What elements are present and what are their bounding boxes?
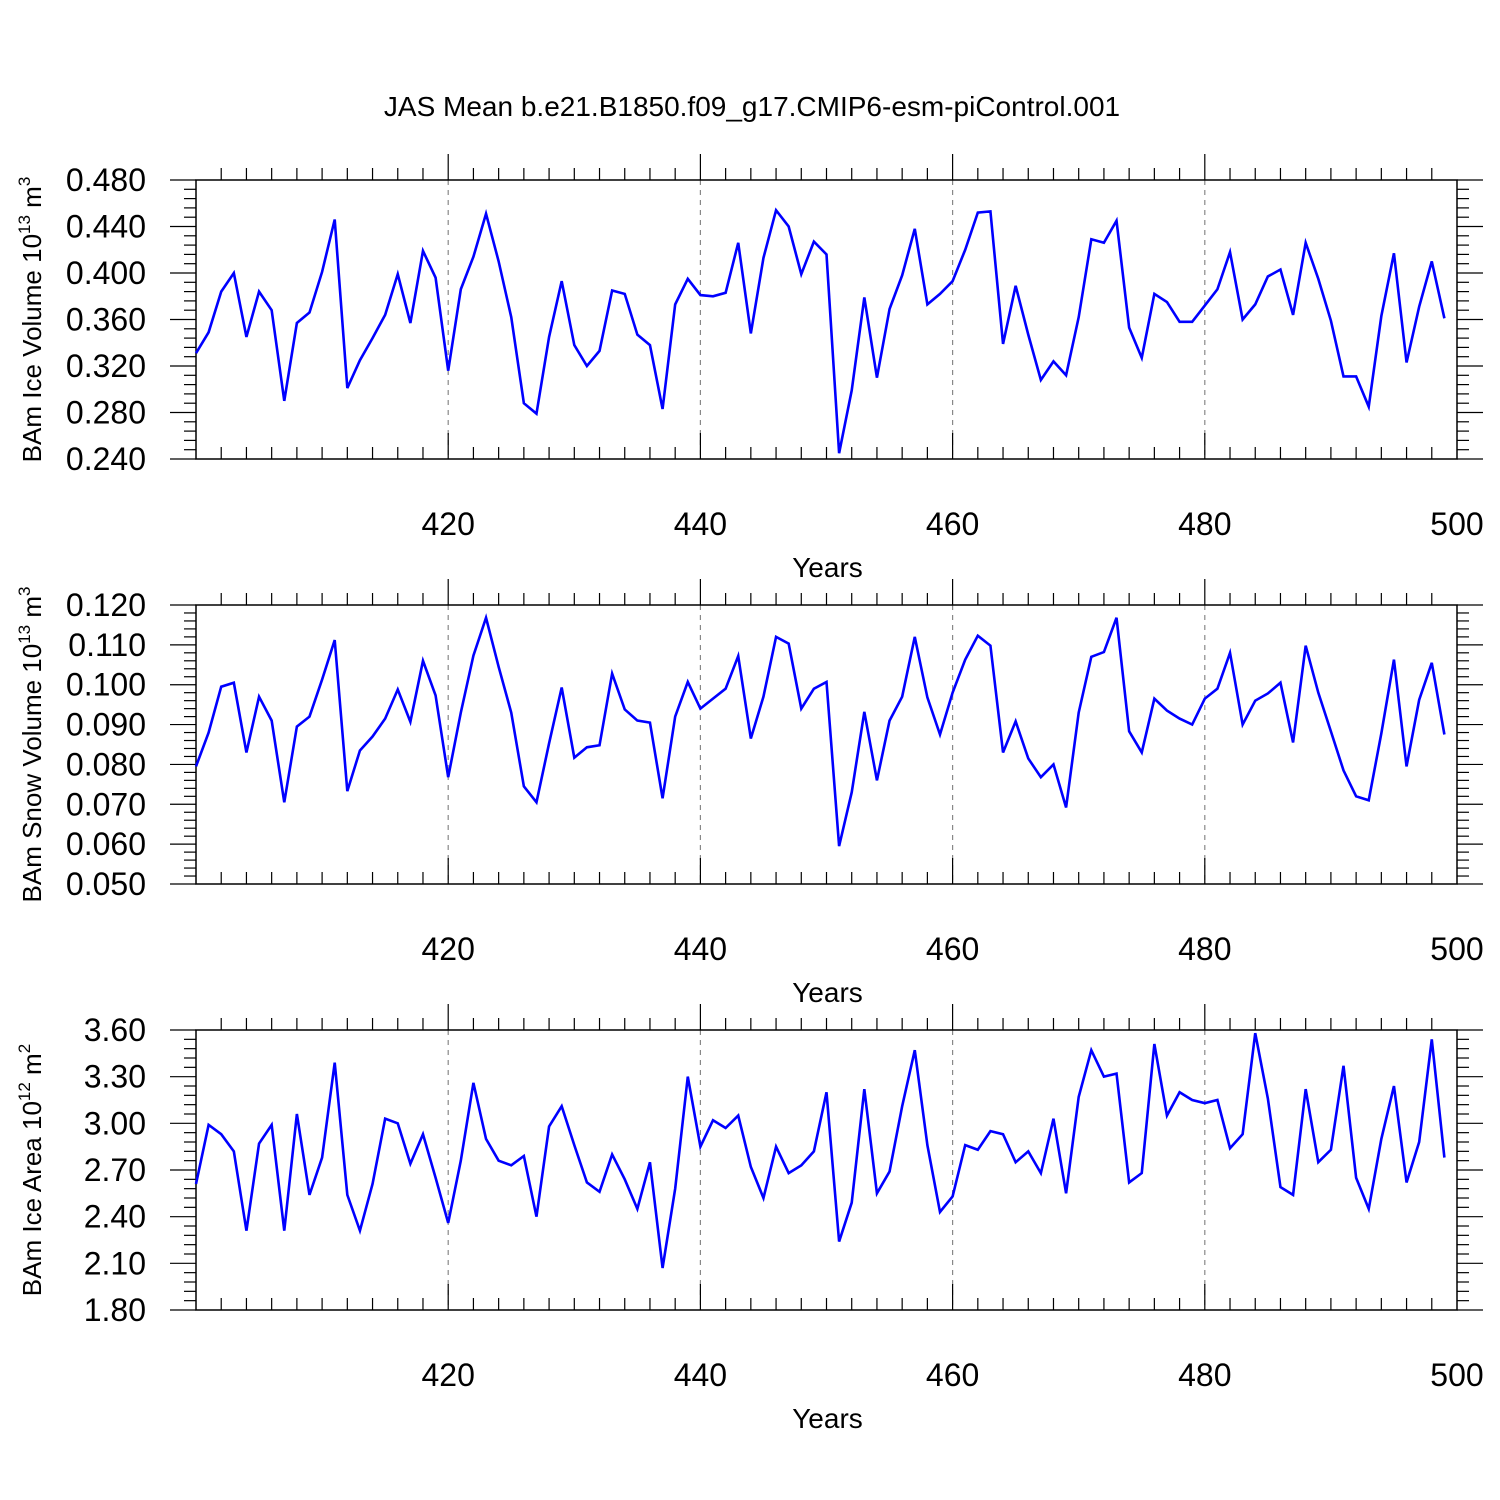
series-line-ice-volume — [194, 207, 1446, 454]
y-axis-label-exp: 12 — [15, 1082, 34, 1101]
y-axis-label: BAm Snow Volume 1013 m3 — [15, 587, 47, 903]
x-tick-label: 460 — [926, 931, 979, 967]
y-tick-label: 1.80 — [84, 1292, 146, 1328]
y-tick-label: 0.050 — [66, 866, 146, 902]
plot-frame — [195, 179, 1458, 460]
x-tick-label: 460 — [926, 506, 979, 542]
x-tick-label: 480 — [1178, 506, 1231, 542]
y-axis-label-exp: 13 — [15, 625, 34, 644]
y-tick-label: 2.70 — [84, 1152, 146, 1188]
y-tick-label: 0.080 — [66, 746, 146, 782]
x-tick-label: 500 — [1430, 506, 1483, 542]
x-tick-label: 440 — [674, 931, 727, 967]
x-tick-label: 420 — [422, 931, 475, 967]
y-axis-label-text: BAm Snow Volume 10 — [17, 644, 47, 903]
x-tick-label: 440 — [674, 506, 727, 542]
x-tick-label: 480 — [1178, 931, 1231, 967]
y-axis-label-text: BAm Ice Area 10 — [17, 1101, 47, 1296]
y-axis-label-text: BAm Ice Volume 10 — [17, 234, 47, 462]
plot-frame — [195, 604, 1458, 885]
y-tick-label: 0.120 — [66, 587, 146, 623]
series-line-ice-area — [194, 1032, 1446, 1269]
x-tick-label: 420 — [422, 506, 475, 542]
x-tick-label: 500 — [1430, 1357, 1483, 1393]
y-axis-label-exp: 13 — [15, 215, 34, 234]
y-tick-label: 3.30 — [84, 1059, 146, 1095]
y-tick-label: 2.40 — [84, 1199, 146, 1235]
y-tick-label: 0.480 — [66, 162, 146, 198]
figure-title: JAS Mean b.e21.B1850.f09_g17.CMIP6-esm-p… — [384, 91, 1120, 122]
y-axis-label-unit-exp: 3 — [15, 587, 34, 596]
y-tick-label: 3.60 — [84, 1012, 146, 1048]
y-tick-label: 0.440 — [66, 209, 146, 245]
y-axis-label: BAm Ice Volume 1013 m3 — [15, 177, 47, 463]
y-tick-label: 0.090 — [66, 707, 146, 743]
y-axis-label-unit-exp: 2 — [15, 1044, 34, 1053]
x-tick-label: 480 — [1178, 1357, 1231, 1393]
y-tick-label: 0.360 — [66, 302, 146, 338]
y-tick-label: 0.280 — [66, 395, 146, 431]
x-tick-label: 440 — [674, 1357, 727, 1393]
x-tick-label: 460 — [926, 1357, 979, 1393]
y-tick-label: 0.100 — [66, 667, 146, 703]
panel-ice-volume: 420 440 460 480 500 Years 0.240 0.280 0.320 0.360… — [15, 154, 1484, 583]
y-axis-label-unit-exp: 3 — [15, 177, 34, 186]
x-tick-label: 500 — [1430, 931, 1483, 967]
series-line-snow-volume — [194, 613, 1446, 847]
y-axis-label-unit: m — [17, 596, 47, 625]
x-axis-label: Years — [792, 1403, 863, 1434]
y-axis-label-unit: m — [17, 1053, 47, 1082]
y-tick-label: 0.110 — [68, 627, 146, 663]
panel-snow-volume: 420 440 460 480 500 Years 0.050 0.060 0.070 0.080… — [15, 579, 1484, 1008]
x-axis-label: Years — [792, 552, 863, 583]
y-tick-label: 3.00 — [84, 1105, 146, 1141]
y-axis-label: BAm Ice Area 1012 m2 — [15, 1044, 47, 1296]
x-tick-label: 420 — [422, 1357, 475, 1393]
y-tick-label: 0.240 — [66, 441, 146, 477]
y-tick-label: 0.070 — [66, 786, 146, 822]
y-tick-label: 0.060 — [66, 826, 146, 862]
x-axis-label: Years — [792, 977, 863, 1008]
plot-frame — [195, 1029, 1458, 1311]
y-axis-label-unit: m — [17, 186, 47, 215]
y-tick-label: 2.10 — [84, 1245, 146, 1281]
y-tick-label: 0.400 — [66, 255, 146, 291]
panel-ice-area: 420 440 460 480 500 Years 1.80 2.10 2.40 2.70 3.00… — [15, 1004, 1484, 1434]
y-tick-label: 0.320 — [66, 348, 146, 384]
